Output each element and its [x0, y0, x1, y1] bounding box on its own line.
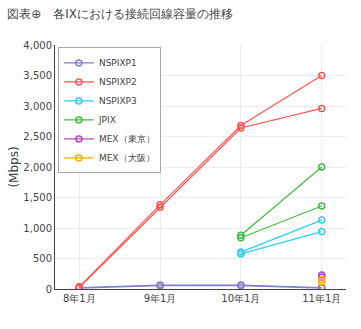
svg-text:MEX（東京）: MEX（東京）	[99, 134, 155, 144]
svg-text:9年1月: 9年1月	[144, 293, 177, 304]
svg-text:(Mbps): (Mbps)	[7, 146, 21, 187]
svg-text:0: 0	[46, 284, 52, 295]
svg-text:図表⊕ 各IXにおける接続回線容量の推移: 図表⊕ 各IXにおける接続回線容量の推移	[7, 7, 233, 21]
svg-text:8年1月: 8年1月	[63, 293, 96, 304]
svg-text:3,500: 3,500	[23, 70, 52, 81]
svg-text:MEX（大阪）: MEX（大阪）	[99, 153, 155, 163]
svg-text:1,500: 1,500	[23, 192, 52, 203]
svg-text:NSPIXP2: NSPIXP2	[99, 77, 137, 87]
svg-text:JPIX: JPIX	[98, 115, 116, 125]
svg-text:11年1月: 11年1月	[302, 293, 341, 304]
svg-text:3,000: 3,000	[23, 101, 52, 112]
svg-text:2,000: 2,000	[23, 162, 52, 173]
svg-text:500: 500	[33, 253, 52, 264]
svg-text:4,000: 4,000	[23, 40, 52, 51]
svg-text:1,000: 1,000	[23, 223, 52, 234]
svg-text:NSPIXP1: NSPIXP1	[99, 58, 137, 68]
svg-text:2,500: 2,500	[23, 131, 52, 142]
svg-text:10年1月: 10年1月	[221, 293, 260, 304]
svg-text:NSPIXP3: NSPIXP3	[99, 96, 137, 106]
